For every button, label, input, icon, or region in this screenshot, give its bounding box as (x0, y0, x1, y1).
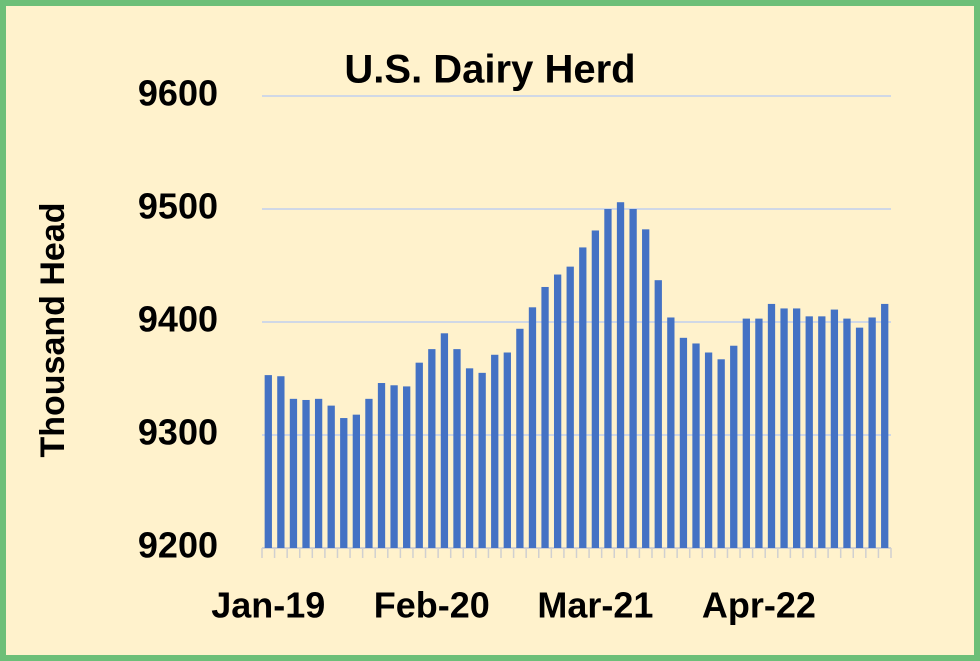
bar (679, 337, 688, 548)
bar (264, 375, 272, 548)
bar (604, 209, 612, 548)
y-tick-label: 9400 (138, 299, 218, 340)
bar (516, 328, 524, 548)
bar (352, 414, 360, 548)
bar (855, 327, 864, 548)
bar (478, 372, 486, 548)
bar (327, 405, 335, 548)
bar (415, 362, 423, 548)
bar (843, 318, 851, 548)
bar (314, 398, 323, 548)
bar (453, 349, 461, 548)
bar (642, 229, 650, 548)
bar (403, 386, 411, 548)
bar (830, 309, 839, 548)
x-tick-label: Feb-20 (374, 585, 490, 626)
y-tick-label: 9300 (138, 412, 218, 453)
bar (780, 308, 788, 548)
bar (503, 352, 511, 548)
bar (289, 398, 298, 548)
bar (616, 202, 625, 548)
bar (730, 345, 738, 548)
bar (365, 398, 373, 548)
bar (793, 308, 801, 548)
x-tick-label: Mar-21 (537, 585, 653, 626)
bar (277, 376, 285, 548)
bar (868, 317, 876, 548)
bar (755, 318, 763, 548)
y-tick-label: 9600 (138, 73, 218, 114)
bar (528, 307, 537, 548)
bar (654, 280, 662, 548)
bar (591, 230, 600, 548)
bar (667, 317, 675, 548)
y-tick-label: 9500 (138, 186, 218, 227)
y-axis-label: Thousand Head (34, 202, 72, 457)
bar (818, 316, 826, 548)
chart-title: U.S. Dairy Herd (344, 48, 635, 92)
bar (302, 399, 310, 548)
bar (491, 354, 499, 548)
bar (742, 318, 750, 548)
bar (717, 359, 725, 548)
bar (579, 247, 587, 549)
bar (566, 266, 574, 548)
bar (541, 286, 549, 548)
bar (553, 274, 562, 548)
bar (440, 333, 449, 548)
bar (805, 316, 813, 548)
bar (340, 418, 348, 548)
bar (692, 343, 700, 548)
bar (767, 303, 776, 548)
bar (704, 352, 713, 548)
bar (629, 209, 637, 548)
bar (390, 385, 398, 548)
bar (881, 303, 889, 548)
bar (377, 383, 386, 548)
x-tick-label: Jan-19 (211, 585, 325, 626)
y-tick-label: 9200 (138, 525, 218, 566)
x-tick-label: Apr-22 (702, 585, 816, 626)
bar (465, 368, 474, 548)
bar (428, 349, 436, 548)
